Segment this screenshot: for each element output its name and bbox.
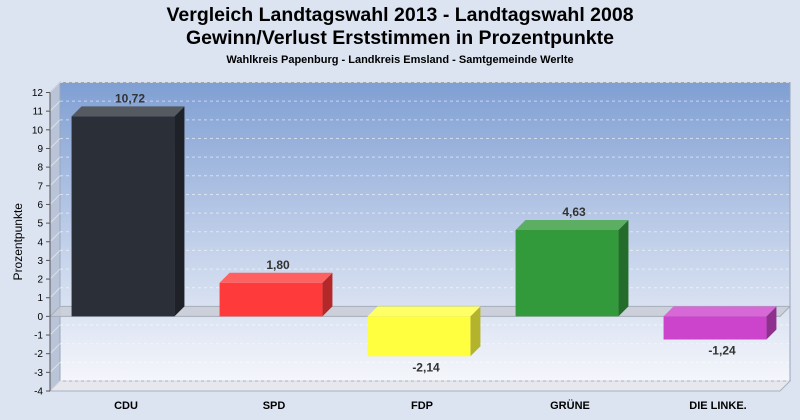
x-tick-label: DIE LINKE. (689, 400, 746, 412)
bar-spd (219, 272, 333, 317)
gridline-side (49, 138, 61, 149)
y-axis-label: Prozentpunkte (11, 203, 25, 281)
y-tick-label: 3 (37, 256, 43, 267)
chart-title-line-1: Vergleich Landtagswahl 2013 - Landtagswa… (166, 4, 634, 26)
bar-top (367, 306, 481, 317)
y-tick-label: -1 (34, 331, 43, 342)
y-tick-label: -2 (34, 349, 43, 360)
data-label: 10,72 (115, 91, 145, 105)
gridline-side (49, 343, 61, 355)
y-tick-label: 12 (32, 88, 44, 99)
bar-side (618, 219, 629, 317)
x-tick-label: SPD (263, 400, 286, 412)
bar-side (322, 272, 333, 317)
y-tick-label: 10 (32, 125, 44, 136)
y-tick-label: 4 (37, 237, 43, 248)
bar-top (219, 272, 333, 283)
y-tick-label: 9 (37, 144, 43, 155)
gridline-side (49, 380, 61, 392)
data-label: -1,24 (708, 344, 736, 358)
gridline-side (49, 156, 61, 168)
y-tick-label: 6 (37, 200, 43, 211)
chart-title-line-2: Gewinn/Verlust Erststimmen in Prozentpun… (185, 27, 614, 49)
x-tick-label: CDU (114, 400, 138, 412)
data-label: 1,80 (266, 258, 290, 272)
gridline-side (49, 82, 61, 93)
bar-front (71, 116, 175, 317)
gridline-side (49, 268, 61, 280)
gridline-side (49, 212, 61, 224)
bar-die-linke (663, 306, 777, 340)
bar-front (663, 316, 767, 340)
gridline-side (49, 231, 61, 243)
y-tick-label: 8 (37, 163, 43, 174)
bar-front (367, 316, 471, 357)
bar-top (663, 306, 777, 317)
bar-grüne (515, 219, 629, 317)
bar-side (174, 106, 185, 317)
title-block: Vergleich Landtagswahl 2013 - Landtagswa… (0, 4, 800, 66)
gridline-side (49, 361, 61, 373)
data-label: -2,14 (412, 360, 440, 374)
gridline-side (49, 194, 61, 205)
bar-top (515, 219, 629, 230)
data-label: 4,63 (562, 205, 586, 219)
plot-floor (48, 380, 792, 392)
chart-subtitle: Wahlkreis Papenburg - Landkreis Emsland … (226, 54, 574, 66)
y-tick-label: -4 (34, 387, 43, 398)
gridline-side (49, 119, 61, 131)
x-tick-label: GRÜNE (550, 399, 590, 412)
gridline-side (49, 287, 61, 299)
bar-side (766, 306, 777, 340)
gridline-side (49, 100, 61, 112)
bar-side (470, 306, 481, 357)
bar-top (71, 106, 185, 117)
bar-fdp (367, 306, 481, 357)
bar-front (515, 229, 619, 317)
gridline-side (49, 250, 61, 261)
y-tick-label: -3 (34, 368, 43, 379)
gridline-side (49, 175, 61, 187)
y-tick-label: 7 (37, 181, 43, 192)
bar-front (219, 282, 323, 317)
y-tick-label: 5 (37, 219, 43, 230)
gridline-side (49, 324, 61, 336)
y-tick-label: 0 (37, 312, 43, 323)
y-tick-label: 11 (33, 107, 44, 118)
x-tick-label: FDP (411, 400, 433, 412)
y-tick-label: 2 (37, 275, 43, 286)
bar-cdu (71, 106, 185, 317)
y-tick-label: 1 (37, 293, 43, 304)
